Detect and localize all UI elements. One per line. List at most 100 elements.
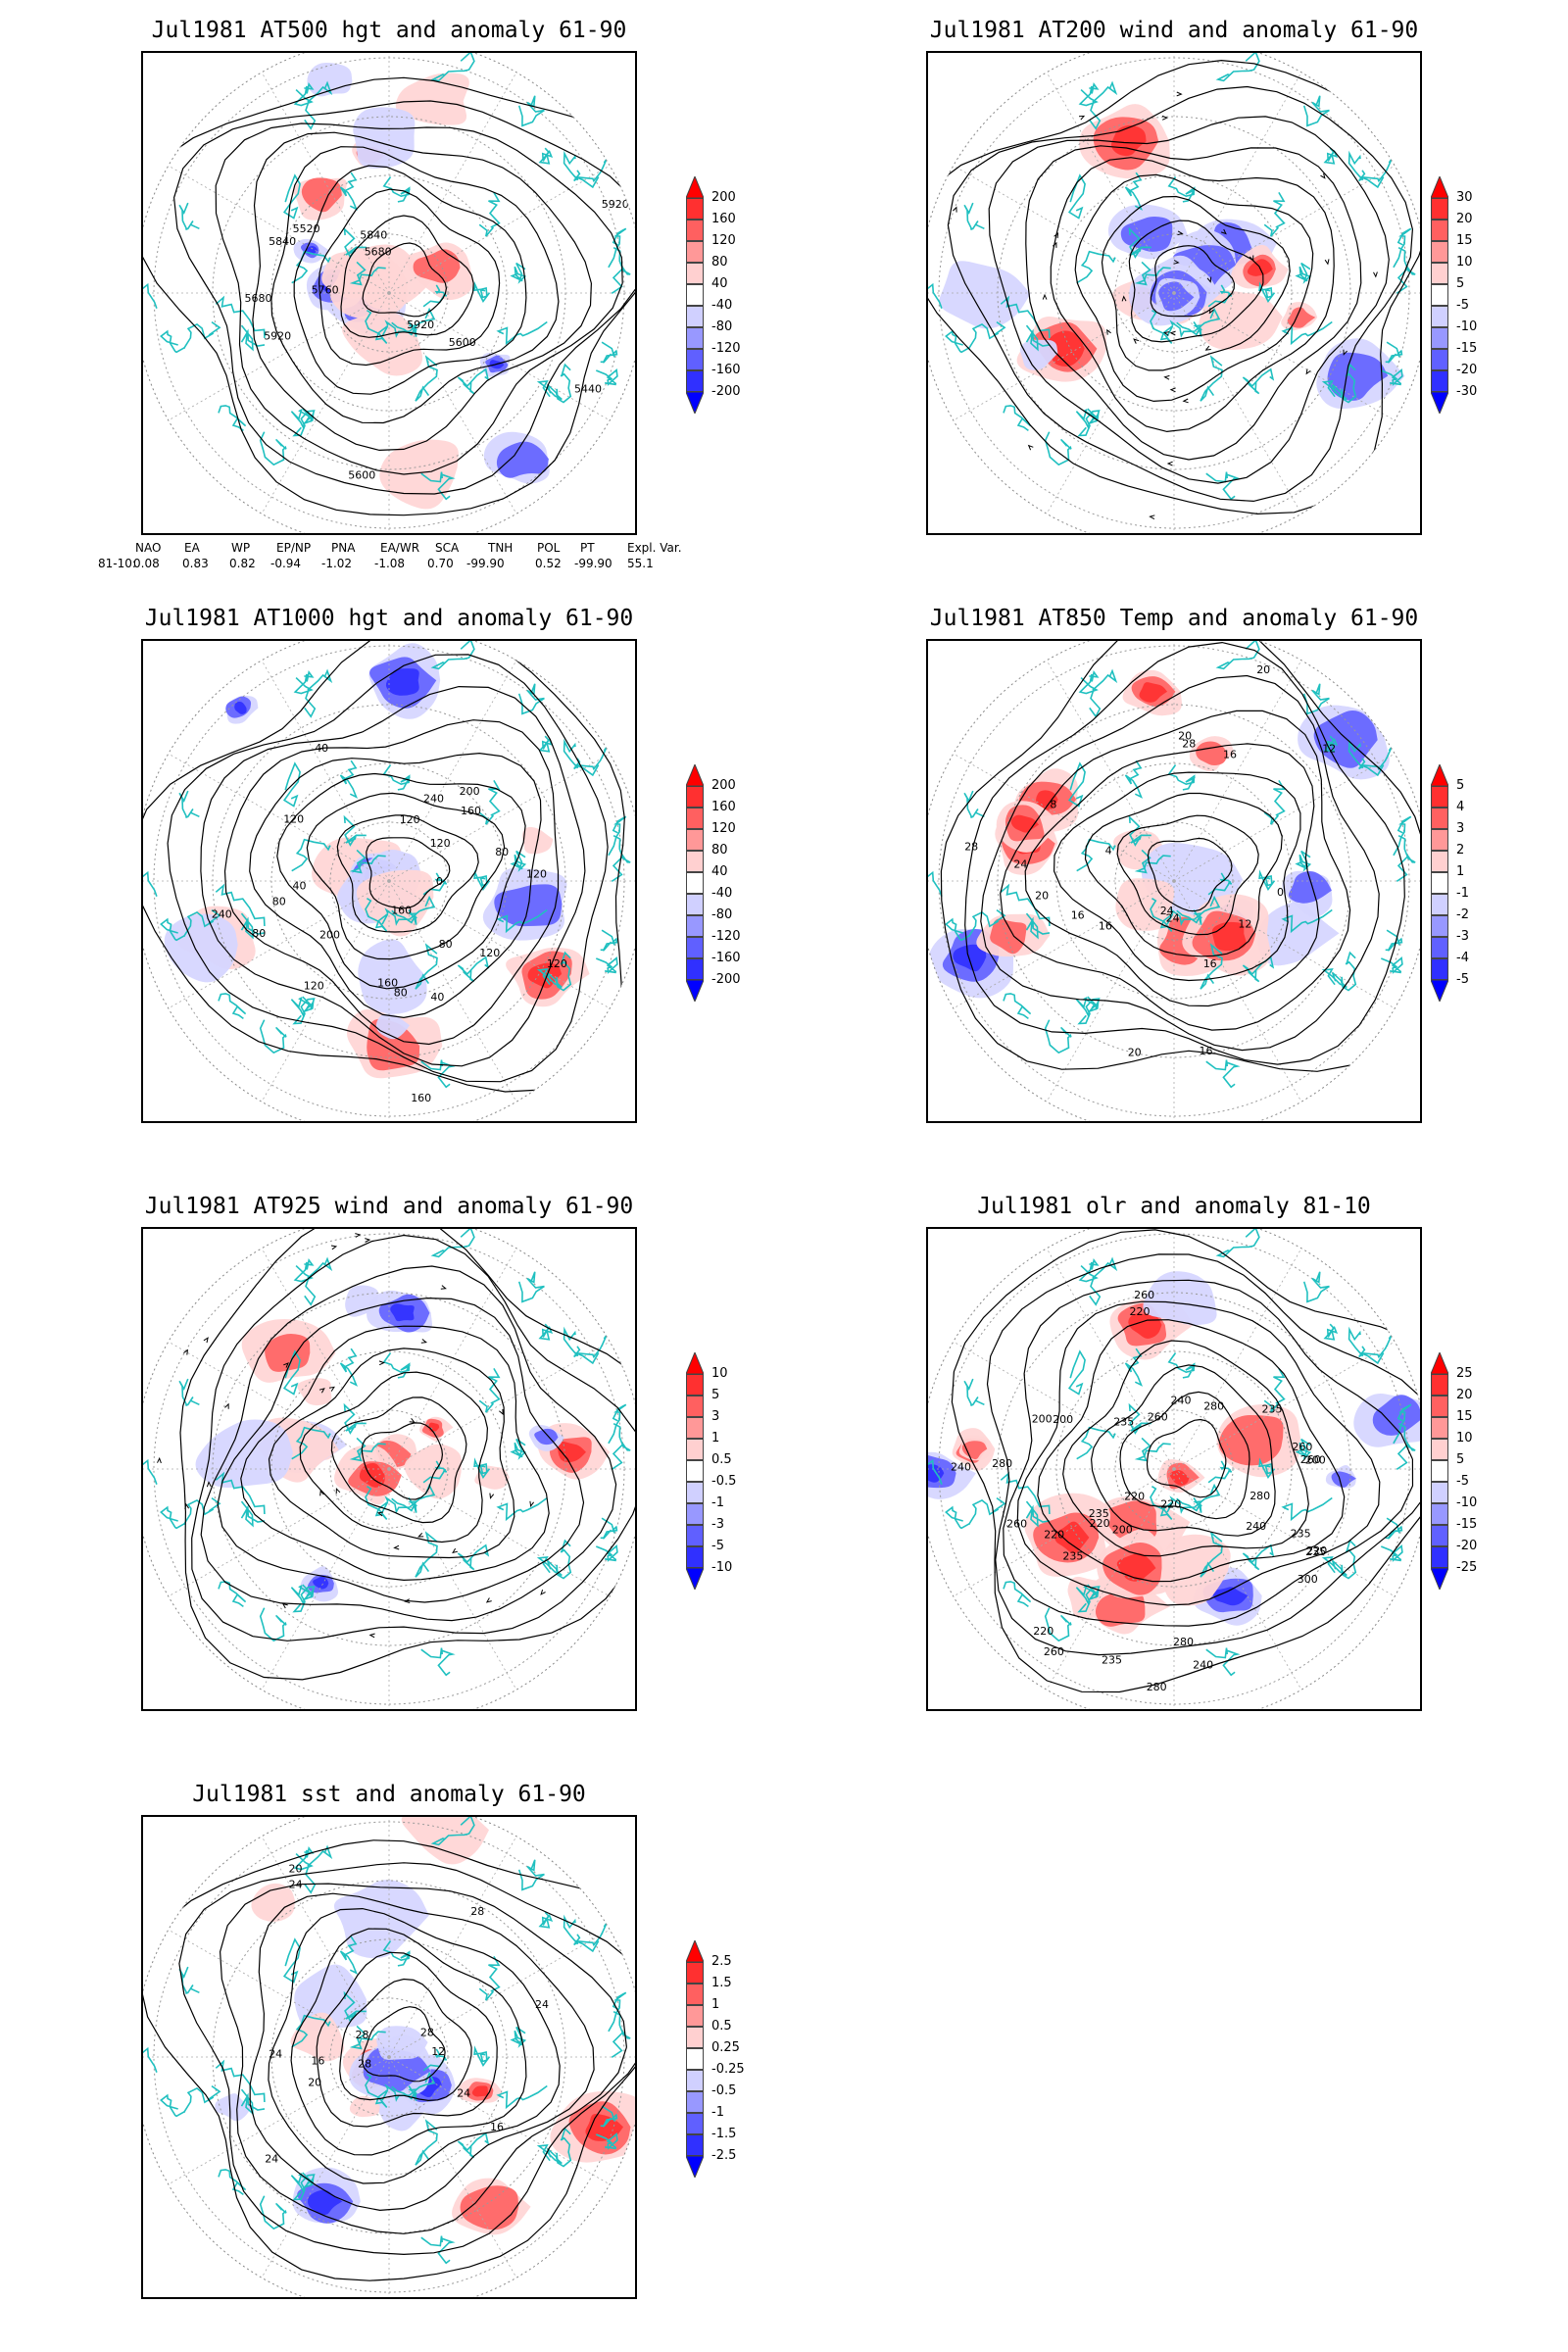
contour-label: 280 bbox=[1203, 1399, 1224, 1412]
colorbar-label: -0.25 bbox=[711, 2062, 745, 2077]
colorbar-cell bbox=[1431, 1396, 1448, 1417]
colorbar-label: 10 bbox=[1456, 1431, 1473, 1446]
contour-label: 80 bbox=[439, 938, 453, 951]
map-panel-p4: 16 12 16 24 20 4 0 8 12 20 24 28 20 16 24 28 16 20 16 bbox=[926, 639, 1422, 1123]
colorbar-label: -3 bbox=[711, 1517, 724, 1532]
colorbar-label: 20 bbox=[1456, 212, 1473, 226]
colorbar-cell bbox=[686, 2134, 704, 2156]
colorbar-cell bbox=[686, 306, 704, 327]
contour-label: 5840 bbox=[269, 235, 296, 248]
colorbar-label: 5 bbox=[1456, 276, 1465, 291]
contour-label: 16 bbox=[490, 2121, 504, 2133]
colorbar-label: 1.5 bbox=[711, 1976, 732, 1990]
contour-label: 28 bbox=[470, 1905, 484, 1918]
colorbar-cell bbox=[1431, 1482, 1448, 1503]
tele-value: -0.94 bbox=[270, 557, 302, 570]
colorbar-cell bbox=[1431, 872, 1448, 894]
anomaly-shade bbox=[1199, 288, 1283, 350]
anomaly-shade bbox=[297, 1378, 332, 1406]
colorbar-label: -4 bbox=[1456, 951, 1469, 965]
colorbar-label: 1 bbox=[711, 1431, 720, 1446]
colorbar-cell bbox=[686, 198, 704, 220]
anomaly-shade bbox=[1019, 339, 1058, 370]
colorbar-label: 1 bbox=[711, 1997, 720, 2012]
contour-label: 235 bbox=[1291, 1527, 1311, 1540]
colorbar-cell bbox=[686, 1962, 704, 1984]
colorbar-cell bbox=[686, 2070, 704, 2091]
colorbar-label: -0.5 bbox=[711, 1474, 737, 1489]
colorbar-top-arrow bbox=[1431, 764, 1448, 786]
colorbar-cell bbox=[1431, 1374, 1448, 1396]
colorbar-top-arrow bbox=[686, 1940, 704, 1962]
contour-lines bbox=[951, 1229, 1420, 1693]
colorbar-cell bbox=[686, 1417, 704, 1439]
anomaly-shade bbox=[1054, 1521, 1090, 1554]
panel-title-p5: Jul1981 AT925 wind and anomaly 61-90 bbox=[144, 1194, 634, 1219]
colorbar-top-arrow bbox=[1431, 1352, 1448, 1374]
anomaly-shade bbox=[474, 1465, 510, 1490]
contour-label: 240 bbox=[423, 792, 444, 805]
colorbar-label: -200 bbox=[711, 384, 741, 399]
contour-label: 24 bbox=[1166, 911, 1180, 924]
panel-title-p7: Jul1981 sst and anomaly 61-90 bbox=[192, 1782, 586, 1807]
contour-label: 220 bbox=[1033, 1625, 1054, 1638]
colorbar-cell bbox=[686, 2027, 704, 2048]
contour-lines bbox=[940, 641, 1420, 1072]
colorbar-cell bbox=[686, 786, 704, 808]
contour-label: 5920 bbox=[264, 330, 291, 343]
anomaly-shade bbox=[990, 918, 1027, 955]
polar-map-p1: 5680 5600 5920 5440 5520 5600 5680 5760 5840 5840… bbox=[143, 53, 635, 533]
anomaly-shade bbox=[471, 2085, 489, 2097]
contour-label: 16 bbox=[1203, 957, 1217, 970]
colorbar-label: -10 bbox=[711, 1560, 733, 1575]
colorbar-label: -30 bbox=[1456, 384, 1478, 399]
tele-value: 0.08 bbox=[133, 557, 160, 570]
panel-title-p2: Jul1981 AT200 wind and anomaly 61-90 bbox=[929, 18, 1419, 43]
contour-lines bbox=[143, 1839, 635, 2281]
contour-label: 5920 bbox=[602, 198, 629, 211]
contour-label: 200 bbox=[319, 928, 340, 941]
contour-label: 24 bbox=[457, 2086, 470, 2099]
contour-label: 120 bbox=[479, 947, 500, 959]
colorbar-cell bbox=[686, 1374, 704, 1396]
contour-label: 240 bbox=[212, 908, 232, 921]
colorbar-cell bbox=[686, 2005, 704, 2027]
anomaly-shade bbox=[1047, 330, 1085, 367]
colorbar-label: -80 bbox=[711, 907, 733, 922]
panel-title-p3: Jul1981 AT1000 hgt and anomaly 61-90 bbox=[144, 606, 634, 631]
contour-label: 200 bbox=[460, 785, 480, 798]
contour-label: 16 bbox=[1200, 1045, 1213, 1057]
anomaly-shade bbox=[333, 1880, 429, 1959]
colorbar-cell bbox=[1431, 306, 1448, 327]
colorbar-label: -5 bbox=[1456, 1474, 1469, 1489]
colorbar-p6: 25 20 15 10 5 -5 -10 -15 -20 -25 bbox=[1431, 1352, 1519, 1627]
map-panel-p6: 260 220 240 235 235 240 235 260 220 200 220 235 280 2… bbox=[926, 1227, 1422, 1711]
colorbar-label: 2 bbox=[1456, 843, 1465, 858]
contour-label: 5600 bbox=[348, 469, 375, 482]
colorbar-cell bbox=[1431, 284, 1448, 306]
contour-label: 120 bbox=[547, 957, 567, 970]
colorbar-cell bbox=[1431, 1417, 1448, 1439]
map-panel-p3: 80 80 120 160 200 240 160 120 80 120 160 40 120 200 24… bbox=[141, 639, 637, 1123]
colorbar-label: 80 bbox=[711, 843, 728, 858]
contour-label: 20 bbox=[1256, 663, 1270, 676]
polar-map-p7: 28 24 20 16 12 28 24 20 16 24 28 28 24 24 bbox=[143, 1817, 635, 2297]
tele-value: -1.08 bbox=[374, 557, 406, 570]
contour-label: 24 bbox=[289, 1878, 303, 1890]
contour-label: 260 bbox=[1044, 1645, 1064, 1658]
contour-label: 220 bbox=[1130, 1305, 1151, 1318]
colorbar-label: 0.25 bbox=[711, 2040, 740, 2055]
anomaly-shade bbox=[1313, 710, 1378, 768]
panel-title-p4: Jul1981 AT850 Temp and anomaly 61-90 bbox=[929, 606, 1419, 631]
contour-label: 235 bbox=[1062, 1549, 1083, 1562]
colorbar-label: 10 bbox=[1456, 255, 1473, 270]
anomaly-shade bbox=[307, 62, 353, 97]
colorbar-label: 3 bbox=[1456, 821, 1465, 836]
contour-label: 260 bbox=[1148, 1410, 1168, 1423]
contour-label: 12 bbox=[1322, 743, 1336, 756]
contour-label: 20 bbox=[289, 1863, 303, 1876]
anomaly-shade bbox=[1212, 1587, 1249, 1606]
colorbar-cell bbox=[686, 241, 704, 263]
contour-label: 8 bbox=[1050, 799, 1056, 811]
colorbar-label: -120 bbox=[711, 929, 741, 944]
